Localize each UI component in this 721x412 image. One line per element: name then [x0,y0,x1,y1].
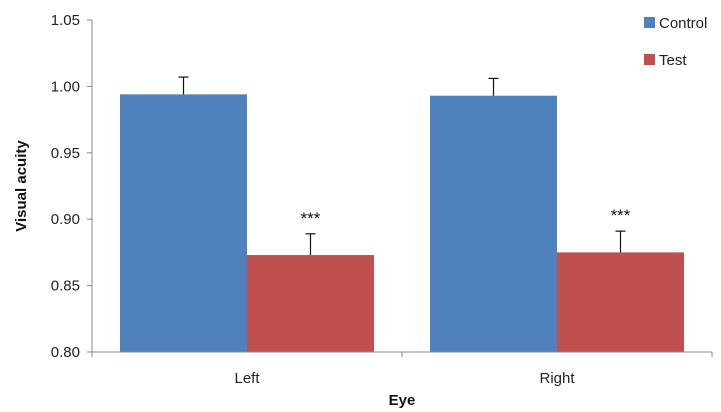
error-bars [178,76,626,256]
significance-marker: *** [611,206,631,225]
y-tick-label: 1.00 [51,78,80,95]
y-tick-label: 0.85 [51,278,80,295]
x-axis-tick-labels: Left Right [91,352,713,387]
y-axis-ticks: 0.80 0.85 0.90 0.95 1.00 1.05 [51,12,92,361]
bars [120,94,684,353]
bar-test-right [557,252,684,352]
y-axis-title: Visual acuity [13,140,30,232]
legend-label-test: Test [659,52,687,69]
bar-test-left [247,255,374,352]
legend: Control Test [644,15,707,69]
bar-control-left [120,94,247,353]
significance-annotations: *** *** [301,206,631,228]
legend-label-control: Control [659,15,707,32]
y-tick-label: 0.90 [51,211,80,228]
x-axis-title: Eye [389,392,416,409]
x-tick-label: Right [539,370,575,387]
y-tick-label: 1.05 [51,12,80,29]
bar-control-right [430,95,557,353]
significance-marker: *** [301,209,321,228]
y-tick-label: 0.95 [51,145,80,162]
y-tick-label: 0.80 [51,344,80,361]
legend-swatch-test [644,54,655,65]
legend-swatch-control [644,17,655,28]
x-tick-label: Left [234,370,260,387]
